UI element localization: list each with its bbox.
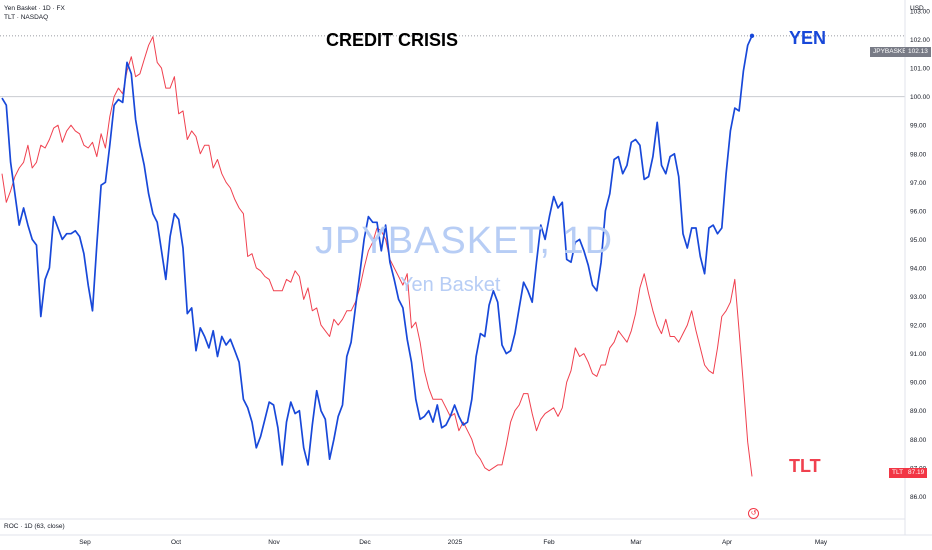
reference-lines: [0, 35, 905, 98]
series-tlt: [1, 36, 753, 477]
indicator-label[interactable]: ROC · 1D (63, close): [4, 523, 65, 530]
price-tick-label: 98.00: [910, 151, 927, 158]
price-tick-label: 89.00: [910, 408, 927, 415]
price-tick-label: 86.00: [910, 494, 927, 501]
watermark-description: Yen Basket: [400, 274, 501, 296]
price-tick-label: 90.00: [910, 380, 927, 387]
alert-clock-icon[interactable]: ↺: [748, 508, 759, 519]
time-tick-label: Nov: [268, 539, 280, 546]
time-tick-label: Apr: [722, 539, 733, 546]
price-tick-label: 102.00: [910, 37, 930, 44]
watermark-symbol: JPYBASKET, 1D: [315, 220, 614, 262]
time-tick-label: 2025: [448, 539, 463, 546]
price-label-value-jpybasket: 102.13: [905, 47, 931, 57]
price-scale-currency[interactable]: USD: [910, 5, 924, 12]
price-label-value-tlt: 87.19: [905, 468, 928, 478]
price-tick-label: 96.00: [910, 208, 927, 215]
time-tick-label: Dec: [359, 539, 371, 546]
price-tick-label: 92.00: [910, 323, 927, 330]
price-tick-label: 93.00: [910, 294, 927, 301]
last-point-yen: [749, 33, 755, 39]
price-tick-label: 99.00: [910, 123, 927, 130]
time-tick-label: Feb: [543, 539, 555, 546]
annotation-yen[interactable]: YEN: [789, 28, 827, 48]
price-tick-label: 91.00: [910, 351, 927, 358]
legend-symbol-compare[interactable]: TLT · NASDAQ: [4, 14, 49, 21]
price-tick-label: 94.00: [910, 265, 927, 272]
price-tick-label: 103.00: [910, 9, 930, 16]
time-tick-label: Sep: [79, 539, 91, 546]
price-tick-label: 100.00: [910, 94, 930, 101]
price-tick-label: 88.00: [910, 437, 927, 444]
annotation-tlt[interactable]: TLT: [789, 456, 821, 476]
series-line-tlt: [1, 36, 753, 477]
price-label-name-tlt: TLT: [889, 468, 907, 478]
price-tick-label: 97.00: [910, 180, 927, 187]
legend-symbol-main[interactable]: Yen Basket · 1D · FX: [4, 5, 65, 12]
time-tick-label: May: [815, 539, 828, 546]
time-tick-label: Oct: [171, 539, 181, 546]
annotation-title[interactable]: CREDIT CRISIS: [326, 30, 459, 50]
time-tick-label: Mar: [630, 539, 642, 546]
price-tick-label: 95.00: [910, 237, 927, 244]
price-tick-label: 101.00: [910, 66, 930, 73]
series-line-yen: [1, 35, 753, 466]
price-label-name-jpybasket: JPYBASKET: [870, 47, 914, 57]
series-yen: [1, 33, 755, 466]
